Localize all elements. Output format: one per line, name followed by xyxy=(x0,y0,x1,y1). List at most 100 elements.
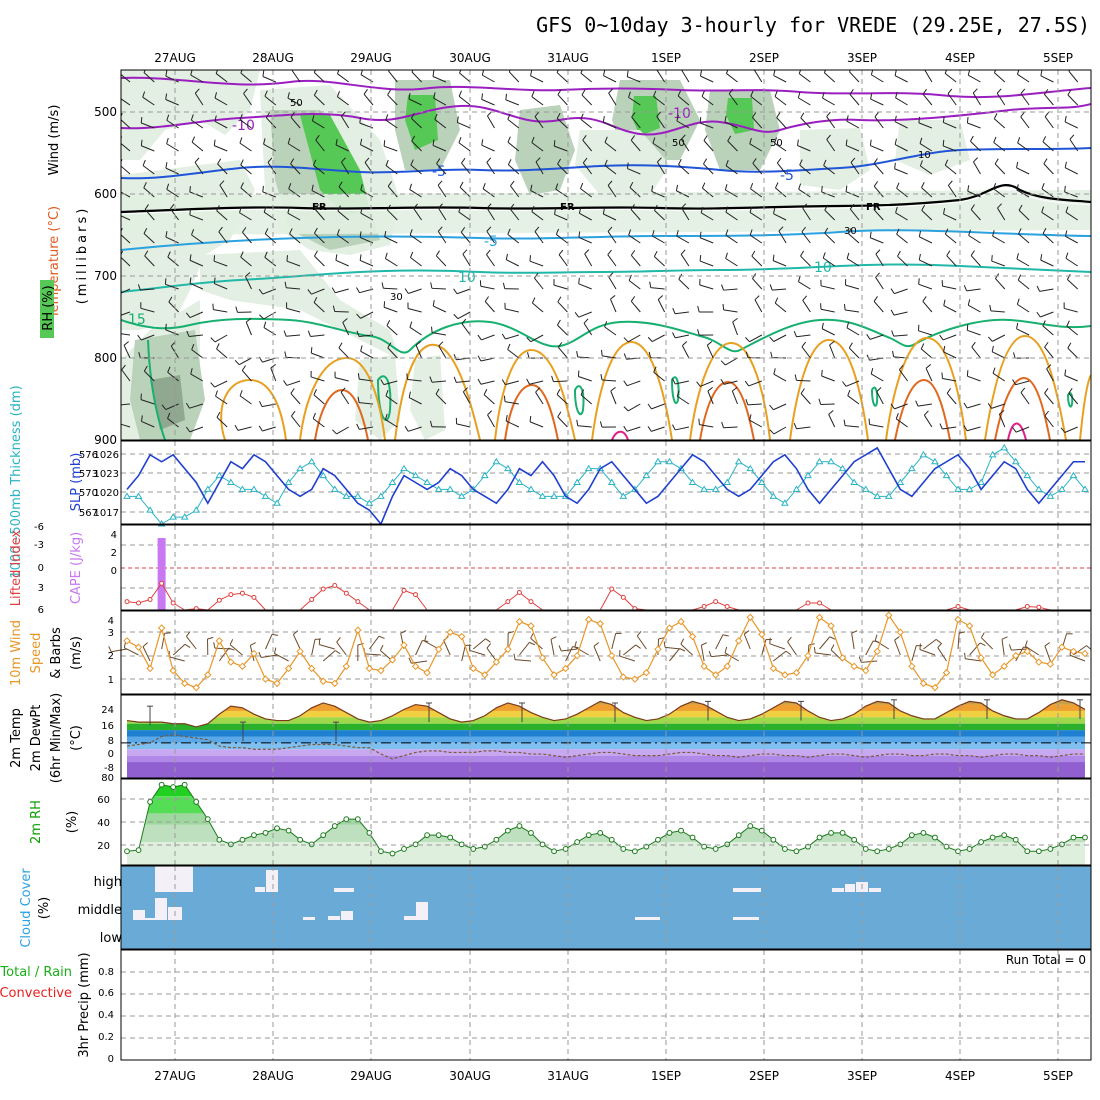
lifted-index-point xyxy=(401,587,407,593)
upper-wind-barb xyxy=(267,162,277,175)
upper-wind-barb xyxy=(291,70,301,83)
upper-wind-barb xyxy=(290,158,295,165)
upper-wind-barb xyxy=(434,119,447,129)
lifted-index-point xyxy=(309,597,315,602)
temp2m-series xyxy=(121,699,1091,760)
upper-wind-barb xyxy=(895,418,908,428)
upper-wind-barb xyxy=(1018,209,1030,221)
li-tick: 6 xyxy=(38,605,44,616)
upper-wind-barb xyxy=(234,424,239,431)
upper-wind-barb xyxy=(380,379,385,385)
upper-wind-barb xyxy=(723,426,738,429)
rh-point xyxy=(124,848,130,855)
cloud-cell-middle xyxy=(733,917,759,920)
millibars-axis-label: (millibars) xyxy=(75,206,90,305)
upper-wind-barb xyxy=(845,144,860,152)
upper-wind-barb xyxy=(1016,298,1020,305)
upper-wind-barb xyxy=(214,97,228,106)
upper-wind-barb xyxy=(750,188,763,198)
upper-wind-barb xyxy=(824,232,836,244)
upper-wind-barb xyxy=(993,113,998,119)
upper-wind-barb xyxy=(477,355,482,362)
upper-wind-barb xyxy=(869,423,884,428)
rh-point xyxy=(585,832,592,839)
upper-wind-barb xyxy=(922,93,933,106)
cloud-cell-middle xyxy=(155,898,167,920)
upper-wind-barb xyxy=(1020,116,1030,129)
upper-wind-barb xyxy=(626,426,641,432)
upper-wind-barb xyxy=(939,334,944,341)
upper-wind-barb xyxy=(946,255,957,267)
wind-speed-point xyxy=(1046,660,1055,668)
rh-point xyxy=(701,843,708,850)
upper-wind-barb xyxy=(600,374,603,381)
wind10m-barb xyxy=(1008,644,1012,651)
upper-wind-barb xyxy=(554,213,568,221)
lifted-index-point xyxy=(1036,604,1042,610)
upper-wind-barb xyxy=(435,388,440,395)
upper-wind-barb xyxy=(895,212,908,221)
slp-thickness-series xyxy=(123,443,1089,527)
wind10m-barb xyxy=(250,642,256,646)
upper-wind-barb xyxy=(1064,121,1078,129)
temp-band xyxy=(127,736,1085,743)
temp-axis-label-unit: (°C) xyxy=(69,725,84,751)
upper-wind-barb xyxy=(991,260,1005,267)
upper-wind-barb xyxy=(286,334,301,337)
upper-wind-barb xyxy=(429,420,433,427)
upper-wind-barb xyxy=(312,159,317,166)
lifted-index-segment xyxy=(599,588,613,611)
wind10m-panel: 4 3 2 1 10m Wind Speed & Barbs (m/s) xyxy=(9,610,1092,695)
thickness-point xyxy=(642,471,651,479)
upper-wind-barb xyxy=(1020,387,1026,393)
wind10m-barb xyxy=(469,649,485,656)
upper-wind-barb xyxy=(942,116,945,123)
upper-wind-barb xyxy=(458,90,462,97)
upper-wind-barb xyxy=(263,311,277,320)
lifted-index-segment xyxy=(392,590,405,611)
upper-wind-barb xyxy=(653,256,665,267)
upper-wind-barb xyxy=(526,378,530,385)
wind10m-barb xyxy=(964,652,966,659)
wind-speed-point xyxy=(908,662,916,671)
wind-speed-point xyxy=(515,617,524,626)
upper-wind-barb xyxy=(262,288,276,295)
upper-wind-barb xyxy=(411,118,422,129)
upper-wind-barb xyxy=(165,231,168,238)
rh-point xyxy=(943,843,950,850)
rh-point xyxy=(378,848,384,855)
upper-wind-barb xyxy=(284,281,287,288)
upper-wind-barb xyxy=(486,115,495,129)
upper-wind-barb xyxy=(1067,279,1079,290)
upper-wind-barb xyxy=(461,162,471,175)
upper-wind-barb xyxy=(820,308,835,313)
upper-wind-barb xyxy=(289,228,293,235)
upper-wind-barb xyxy=(583,318,589,324)
upper-wind-barb xyxy=(143,182,147,189)
upper-wind-barb xyxy=(1066,325,1079,336)
wind10m-barb xyxy=(513,653,516,660)
upper-wind-barb xyxy=(457,121,471,129)
upper-wind-barb xyxy=(1067,342,1072,349)
pressure-tick: 500 xyxy=(94,105,117,119)
rh-point xyxy=(655,836,661,843)
temp-tick: 24 xyxy=(101,705,114,716)
upper-wind-barb xyxy=(186,330,190,337)
upper-wind-barb xyxy=(699,284,714,290)
upper-wind-barb xyxy=(404,288,409,294)
upper-wind-barb xyxy=(384,236,398,244)
upper-wind-barb xyxy=(599,421,603,428)
upper-wind-barb xyxy=(212,303,214,310)
upper-wind-barb xyxy=(895,413,899,419)
upper-wind-barb xyxy=(240,251,244,258)
upper-wind-barb xyxy=(1068,388,1073,394)
upper-wind-barb xyxy=(826,111,831,117)
wind-speed-point xyxy=(504,645,512,654)
upper-wind-barb xyxy=(270,363,276,369)
wind10m-barb xyxy=(829,636,836,640)
upper-wind-barb xyxy=(115,327,116,333)
upper-wind-barb xyxy=(385,119,398,129)
upper-wind-barb xyxy=(1044,346,1054,359)
upper-wind-barb xyxy=(410,159,414,166)
upper-wind-barb xyxy=(703,140,714,152)
